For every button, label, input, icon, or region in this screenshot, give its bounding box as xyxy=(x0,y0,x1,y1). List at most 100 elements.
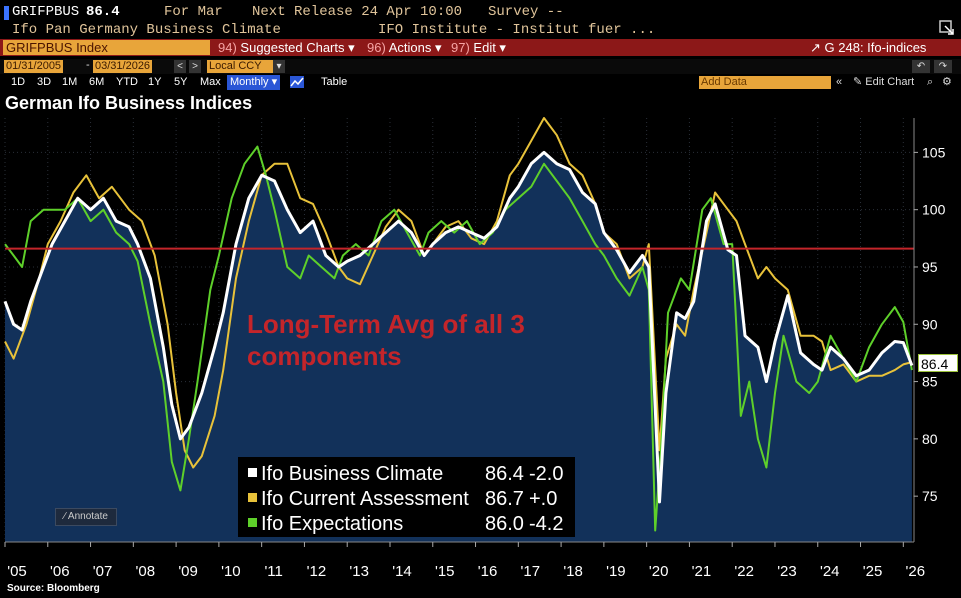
legend-current[interactable]: Ifo Current Assessment xyxy=(248,488,469,511)
legend-climate-value: 86.4 xyxy=(485,463,524,485)
x-tick-label: '16 xyxy=(478,563,498,580)
settings-gear-icon[interactable]: ⚙ xyxy=(942,76,952,88)
y-tick-label: 100 xyxy=(922,202,946,218)
undo-icon[interactable]: ↶ xyxy=(912,60,930,73)
x-tick-label: '22 xyxy=(734,563,754,580)
x-tick-label: '18 xyxy=(563,563,583,580)
x-tick-label: '09 xyxy=(178,563,198,580)
menu-bar xyxy=(0,39,961,56)
security-description: Ifo Pan Germany Business Climate xyxy=(12,22,281,38)
y-axis: 75 80 85 90 95 100 105 xyxy=(913,118,946,542)
chart-title: German Ifo Business Indices xyxy=(5,93,253,113)
x-tick-label: '14 xyxy=(392,563,412,580)
start-date-input[interactable]: 01/31/2005 xyxy=(4,60,64,73)
legend-expectations-name: Ifo Expectations xyxy=(261,513,404,535)
edit-chart-label: Edit Chart xyxy=(865,76,915,88)
x-tick-label: '21 xyxy=(692,563,712,580)
function-label[interactable]: ↗ G 248: Ifo-indices xyxy=(810,40,926,55)
edit-label: Edit ▾ xyxy=(473,40,506,55)
header-bar xyxy=(0,0,961,40)
series-line-business-climate xyxy=(3,150,914,504)
x-tick-label: '20 xyxy=(649,563,669,580)
suggested-charts-num: 94) xyxy=(218,40,237,55)
x-tick-label: '24 xyxy=(820,563,840,580)
source-organization[interactable]: IFO Institute - Institut fuer ... xyxy=(378,22,656,38)
legend-climate-change: -2.0 xyxy=(529,463,564,485)
pencil-icon: ✎ xyxy=(853,76,863,88)
legend-climate[interactable]: Ifo Business Climate xyxy=(248,463,443,486)
redo-icon[interactable]: ↷ xyxy=(934,60,952,73)
x-tick-label: '11 xyxy=(264,563,282,580)
legend-expectations-value: 86.0 xyxy=(485,513,524,535)
x-tick-label: '25 xyxy=(863,563,883,580)
legend-expectations-change: -4.2 xyxy=(529,513,564,535)
x-tick-label: '17 xyxy=(521,563,541,580)
suggested-charts-label: Suggested Charts ▾ xyxy=(240,40,355,55)
legend-current-change: +.0 xyxy=(529,488,558,510)
x-tick-label: '07 xyxy=(93,563,113,580)
next-icon[interactable]: > xyxy=(189,60,201,73)
currency-select[interactable]: Local CCY xyxy=(207,60,275,73)
x-axis: '05 '06 '07 '08 '09 '10 '11 '12 '13 '14 '15 '16 '17 '… xyxy=(4,541,926,580)
actions-menu[interactable]: 96) Actions ▾ xyxy=(367,40,441,55)
climate-fill-area xyxy=(5,152,912,542)
function-name: G 248: Ifo-indices xyxy=(824,40,927,55)
period-3d[interactable]: 3D xyxy=(37,76,52,88)
x-tick-label: '13 xyxy=(349,563,369,580)
period-ytd[interactable]: YTD xyxy=(116,76,138,88)
legend-swatch-climate xyxy=(248,468,257,478)
period-max[interactable]: Max xyxy=(200,76,221,88)
expand-icon[interactable] xyxy=(939,20,955,36)
last-value-tag: 86.4 xyxy=(918,354,958,372)
for-period: For Mar xyxy=(164,4,223,20)
legend-current-value: 86.7 xyxy=(485,488,524,510)
next-release: Next Release 24 Apr 10:00 xyxy=(252,4,463,20)
actions-num: 96) xyxy=(367,40,386,55)
legend-swatch-expectations xyxy=(248,518,257,528)
frequency-select[interactable]: Monthly ▾ xyxy=(227,75,281,90)
x-tick-label: '15 xyxy=(435,563,455,580)
x-tick-label: '26 xyxy=(906,563,926,580)
legend-current-name: Ifo Current Assessment xyxy=(261,488,469,510)
table-button[interactable]: Table xyxy=(321,76,348,88)
edit-num: 97) xyxy=(451,40,470,55)
y-tick-label: 80 xyxy=(922,431,938,447)
y-tick-label: 85 xyxy=(922,374,938,390)
period-1y[interactable]: 1Y xyxy=(148,76,162,88)
series-lines xyxy=(3,117,914,532)
x-tick-label: '08 xyxy=(136,563,156,580)
legend: Ifo Business Climate Ifo Current Assessm… xyxy=(238,457,575,537)
annotate-button[interactable]: ∕ Annotate xyxy=(55,508,117,526)
period-1d[interactable]: 1D xyxy=(11,76,26,88)
period-6m[interactable]: 6M xyxy=(89,76,105,88)
legend-climate-name: Ifo Business Climate xyxy=(261,463,444,485)
x-tick-label: '06 xyxy=(50,563,70,580)
survey: Survey -- xyxy=(488,4,564,20)
last-price: 86.4 xyxy=(86,4,120,20)
period-5y[interactable]: 5Y xyxy=(174,76,188,88)
end-date-input[interactable]: 03/31/2026 xyxy=(93,60,153,73)
actions-label: Actions ▾ xyxy=(388,40,442,55)
x-tick-label: '12 xyxy=(307,563,327,580)
legend-expectations[interactable]: Ifo Expectations xyxy=(248,513,403,536)
y-tick-label: 95 xyxy=(922,259,938,275)
annotate-label: Annotate xyxy=(67,511,108,522)
currency-dropdown-icon[interactable]: ▾ xyxy=(273,60,285,73)
prev-icon[interactable]: < xyxy=(174,60,186,73)
annotate-icon: ∕ xyxy=(64,511,66,522)
security-field[interactable]: GRIFPBUS Index xyxy=(3,40,210,55)
edit-chart-button[interactable]: ✎ Edit Chart xyxy=(853,75,914,90)
zoom-icon[interactable]: ⌕ xyxy=(927,76,934,88)
y-tick-label: 90 xyxy=(922,316,938,332)
edit-menu[interactable]: 97) Edit ▾ xyxy=(451,40,506,55)
period-1m[interactable]: 1M xyxy=(62,76,78,88)
y-tick-label: 75 xyxy=(922,488,938,504)
x-tick-label: '23 xyxy=(777,563,797,580)
x-tick-label: '19 xyxy=(606,563,626,580)
y-tick-label: 105 xyxy=(922,144,946,160)
add-data-input[interactable]: Add Data xyxy=(699,76,831,89)
suggested-charts-menu[interactable]: 94) Suggested Charts ▾ xyxy=(218,40,355,55)
chart-type-icon[interactable] xyxy=(290,76,304,88)
collapse-icon[interactable]: « xyxy=(836,76,843,88)
ticker[interactable]: GRIFPBUS xyxy=(12,4,80,20)
